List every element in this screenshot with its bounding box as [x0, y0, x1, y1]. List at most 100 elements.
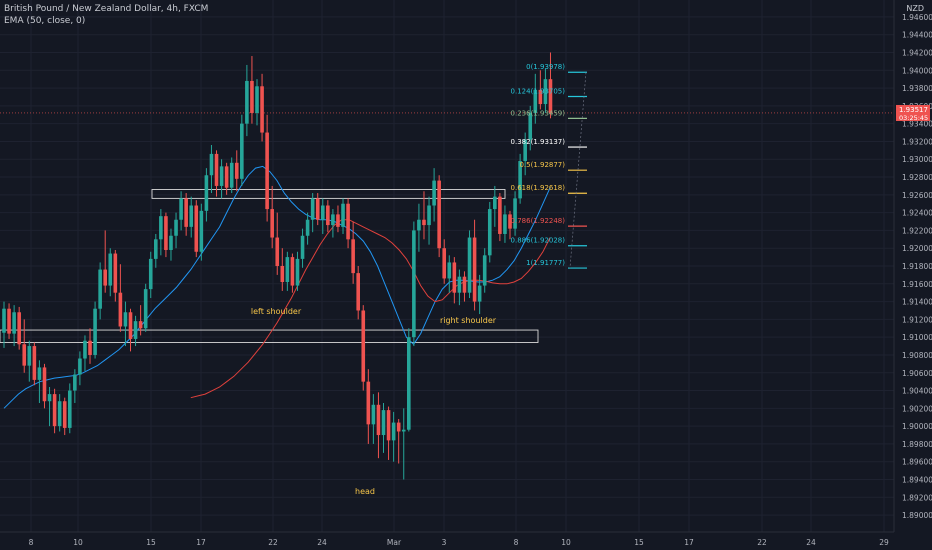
candle-body [88, 340, 92, 355]
candle [214, 150, 219, 197]
candle-body [442, 248, 447, 279]
candle-body [128, 312, 133, 339]
candle-body [83, 340, 87, 359]
candle-body [17, 312, 21, 345]
candle-body [73, 374, 77, 391]
candle [386, 406, 391, 460]
y-tick-label: 1.91800 [902, 262, 932, 271]
candle [326, 200, 330, 233]
candle [17, 306, 21, 350]
candle-body [315, 198, 320, 220]
candle [219, 159, 224, 199]
y-tick-label: 1.89400 [902, 476, 932, 485]
candle [57, 394, 62, 432]
candle-body [52, 394, 57, 427]
y-tick-label: 1.93200 [902, 137, 932, 146]
candle-body [245, 80, 249, 124]
y-tick-label: 1.89000 [902, 511, 932, 520]
y-tick-label: 1.94400 [902, 31, 932, 40]
candle-body [138, 321, 143, 329]
candle-body [528, 112, 533, 140]
candle [22, 319, 27, 373]
candle [52, 388, 57, 434]
candle [305, 212, 310, 245]
fib-level-label: 0.886(1.92028) [511, 237, 566, 245]
candle-body [78, 358, 82, 375]
candle [204, 168, 209, 222]
y-tick-label: 1.90800 [902, 351, 932, 360]
candle-body [103, 269, 107, 286]
candle-body [194, 205, 199, 252]
y-tick-label: 1.90600 [902, 369, 932, 378]
candle-body [305, 219, 310, 236]
candle [265, 114, 269, 222]
candle [412, 221, 416, 347]
y-tick-label: 1.90400 [902, 387, 932, 396]
candle-body [381, 410, 386, 436]
candle-body [42, 367, 47, 402]
candle [103, 230, 107, 293]
candle-body [280, 266, 285, 283]
y-tick-label: 1.91600 [902, 280, 932, 289]
y-tick-label: 1.94600 [902, 13, 932, 22]
candle-body [376, 404, 381, 436]
candle [42, 363, 47, 409]
candle [513, 191, 517, 236]
x-tick-label: 10 [561, 538, 571, 547]
y-tick-label: 1.93000 [902, 155, 932, 164]
candle-body [543, 79, 548, 105]
y-tick-label: 1.92600 [902, 191, 932, 200]
candle-body [189, 205, 194, 227]
candle-body [427, 205, 431, 226]
candle [78, 351, 82, 386]
candle-body [2, 308, 6, 333]
candle [98, 262, 102, 320]
candle [250, 56, 254, 124]
candle-body [154, 239, 158, 259]
candle-body [371, 404, 376, 425]
candle-body [224, 166, 229, 188]
candle-body [67, 390, 72, 428]
candle [356, 266, 360, 320]
candle [518, 153, 522, 204]
candle [164, 212, 168, 258]
candle-body [457, 276, 462, 293]
price-tag-box [896, 104, 930, 121]
candle-body [234, 162, 239, 179]
candle [174, 212, 178, 249]
candle-body [62, 401, 67, 428]
fib-level-label: 0.5(1.92877) [519, 161, 565, 169]
x-tick-label: 22 [268, 538, 278, 547]
candle [493, 185, 497, 227]
candle-body [113, 253, 118, 293]
candle [275, 212, 280, 275]
candle [437, 175, 441, 258]
x-tick-label: 29 [879, 538, 889, 547]
candle [169, 228, 173, 261]
candle-body [174, 219, 178, 236]
fib-level-label: 0.786(1.92248) [511, 217, 566, 225]
candle [285, 251, 290, 291]
candle-body [493, 196, 497, 210]
candle-body [462, 276, 467, 293]
candle-body [270, 209, 274, 238]
candle-body [320, 205, 325, 220]
candle [184, 193, 188, 236]
candle [128, 308, 133, 352]
candle-body [47, 394, 52, 402]
fib-trend-line [569, 72, 587, 269]
y-tick-label: 1.92000 [902, 244, 932, 253]
candle [361, 305, 366, 391]
candle-body [452, 262, 457, 293]
candle [290, 253, 295, 293]
x-tick-label: 8 [29, 538, 34, 547]
candle [366, 369, 371, 444]
candle-body [275, 237, 280, 266]
candle-body [169, 235, 173, 250]
candle-body [417, 219, 421, 231]
candle-body [538, 89, 543, 105]
candle-body [300, 235, 305, 259]
candle-body [523, 139, 527, 162]
